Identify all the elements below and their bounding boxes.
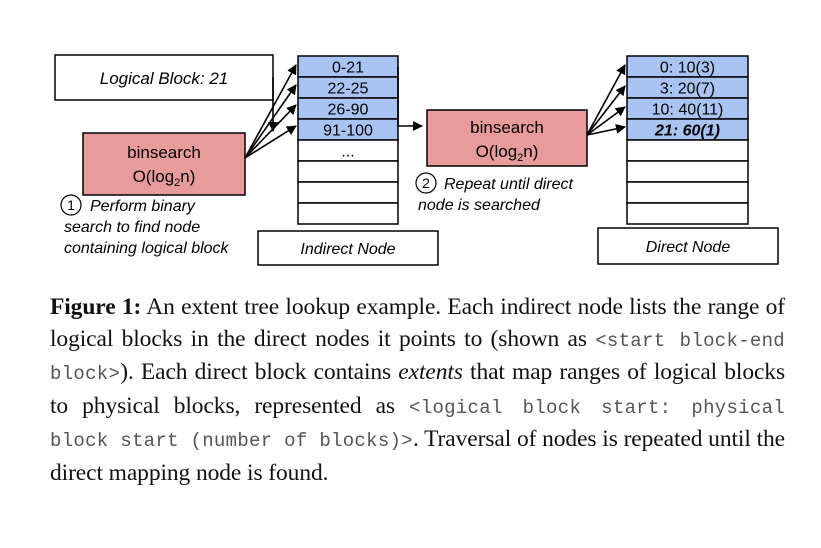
complexity-label-2: O(log2n) <box>476 142 539 164</box>
indirect-node-entry: 26-90 <box>328 102 369 119</box>
indirect-node-cell <box>297 181 399 204</box>
binsearch-box-1: binsearch O(log2n) <box>82 132 246 196</box>
step2-number: 2 <box>422 175 430 191</box>
step2-circle <box>415 172 437 194</box>
indirect-to-binsearch-arrow <box>397 67 423 131</box>
binsearch-label-2: binsearch <box>470 118 544 137</box>
step1-circle <box>60 194 82 216</box>
step2-line-1: Repeat until direct <box>444 176 574 193</box>
indirect-node-entry: ... <box>341 144 354 161</box>
direct-node-entry: 3: 20(7) <box>660 81 715 98</box>
direct-node-cell <box>626 160 749 183</box>
direct-node-entry: 0: 10(3) <box>660 60 715 77</box>
step1-number: 1 <box>67 197 75 213</box>
binsearch-box-2: binsearch O(log2n) <box>426 109 588 167</box>
caption-text-3: that map ranges of logical blocks to phy… <box>50 359 786 419</box>
direct-node-entry: 10: 40(11) <box>652 102 724 119</box>
step1-line-1: Perform binary <box>90 198 196 215</box>
binsearch-label-1: binsearch <box>127 143 201 162</box>
complexity-label-1: O(log2n) <box>133 167 196 189</box>
figure-caption: Figure 1: An extent tree lookup example.… <box>50 292 785 489</box>
indirect-node-cell <box>297 160 399 183</box>
fan-arrows-2 <box>586 64 626 136</box>
step1-line-3: containing logical block <box>64 240 230 257</box>
indirect-node-table: 0-21 22-25 26-90 91-100... <box>297 55 399 225</box>
caption-text-1: An extent tree lookup example. Each indi… <box>50 294 785 352</box>
caption-code-1: <start block-end block> <box>50 329 785 386</box>
step1-line-2: search to find node <box>64 219 200 236</box>
direct-node-cell <box>626 139 749 162</box>
step1-annotation: 1 Perform binary search to find node con… <box>60 194 230 257</box>
indirect-node-entry: 91-100 <box>323 123 373 140</box>
caption-label: Figure 1: <box>50 294 142 320</box>
step2-line-2: node is searched <box>418 197 541 214</box>
caption-text-2: ). Each direct block contains <box>120 359 399 385</box>
indirect-node-cell <box>297 202 399 225</box>
caption-code-2: <logical block start: physical block sta… <box>50 396 785 453</box>
direct-node-cell <box>626 202 749 225</box>
indirect-node-entry: 22-25 <box>328 81 369 98</box>
fan-arrows-1 <box>244 64 297 159</box>
indirect-node-entry: 0-21 <box>332 60 364 77</box>
indirect-node-title-box: Indirect Node <box>257 230 439 266</box>
direct-node-entry: 21: 60(1) <box>654 123 720 140</box>
extent-tree-diagram: Logical Block: 21 binsearch O(log2n) 1 P… <box>54 54 779 266</box>
direct-node-cell <box>626 181 749 204</box>
direct-node-table: 0: 10(3) 3: 20(7) 10: 40(11) 21: 60(1) <box>626 55 749 225</box>
direct-node-title: Direct Node <box>646 239 731 256</box>
indirect-node-title: Indirect Node <box>300 241 395 258</box>
logical-block-box: Logical Block: 21 <box>54 54 274 101</box>
step2-annotation: 2 Repeat until direct node is searched <box>415 172 574 214</box>
logical-block-label: Logical Block: 21 <box>100 69 229 88</box>
caption-emphasis: extents <box>398 359 463 385</box>
direct-node-title-box: Direct Node <box>597 227 779 265</box>
caption-text-4: . Traversal of nodes is repeated until t… <box>50 426 785 486</box>
